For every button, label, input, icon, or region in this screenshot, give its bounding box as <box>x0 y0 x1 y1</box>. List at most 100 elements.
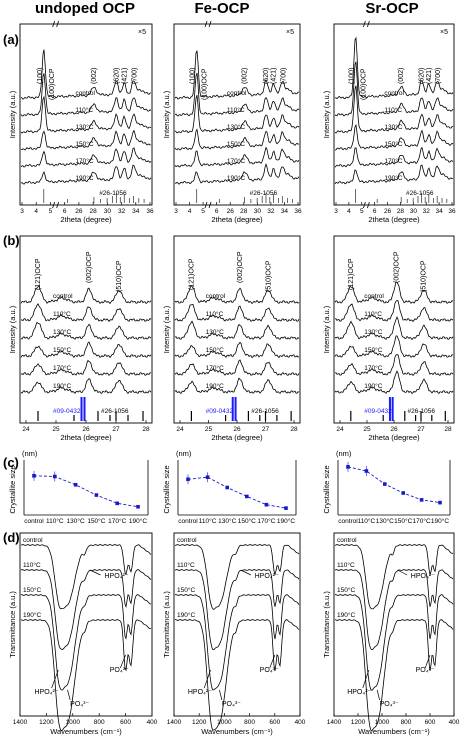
x-tick-label: 3 <box>20 208 24 215</box>
x-axis-label: Wavenumbers (cm⁻¹) <box>358 727 430 736</box>
ftir-trace <box>174 619 300 731</box>
x-tick-label: 4 <box>34 208 38 215</box>
trace-label: 170°C <box>364 364 382 372</box>
x-tick-label: 6 <box>215 208 219 215</box>
trace-label: 150°C <box>227 140 245 148</box>
xrd-trace <box>174 284 300 305</box>
panel-label-d: (d) <box>3 530 20 545</box>
peak-label: (002)OCP <box>394 251 401 283</box>
y-axis-label: Transmittance (a.u.) <box>162 591 171 658</box>
xrd-trace <box>174 128 300 151</box>
xrd-trace <box>174 304 300 323</box>
peak-label: (100)OCP <box>361 68 368 100</box>
x-tick-label: 26 <box>75 208 83 215</box>
peak-label: (100) <box>190 68 197 84</box>
x-tick-label: 27 <box>417 426 425 433</box>
x-tick-label: 6 <box>373 208 377 215</box>
x-tick-label: 1000 <box>375 719 390 726</box>
reference-label: #26-1056 <box>408 408 436 415</box>
size-series-line <box>187 476 287 509</box>
trace-label: 130°C <box>384 123 402 131</box>
xrd-trace <box>174 50 300 100</box>
x-tick-label: 25 <box>52 426 60 433</box>
xrd-trace <box>174 94 300 134</box>
trace-label: control <box>23 537 43 544</box>
peak-label: (421) <box>426 68 433 84</box>
x-tick-label: 1000 <box>217 719 232 726</box>
trace-label: 130°C <box>75 123 93 131</box>
trace-label: 150°C <box>75 140 93 148</box>
size-point <box>73 482 78 487</box>
peak-label: (510)OCP <box>116 260 123 292</box>
x-tick-label: 30 <box>104 208 112 215</box>
x-tick-label: 34 <box>132 208 140 215</box>
annotation-arrow <box>119 654 126 669</box>
x-tick-label: 26 <box>233 426 241 433</box>
ftir-trace <box>20 569 152 650</box>
trace-label: 170°C <box>384 157 402 165</box>
x-tick-label: 4 <box>188 208 192 215</box>
xrd-trace <box>20 378 152 395</box>
axis-break <box>204 20 212 28</box>
x-tick-label: 27 <box>262 426 270 433</box>
x-tick-label: 1400 <box>13 719 28 726</box>
scale-factor: ×5 <box>286 29 294 36</box>
peak-label: (002)OCP <box>237 251 244 283</box>
xrd-trace <box>174 341 300 359</box>
y-axis-label: Intensity (a.u.) <box>162 305 171 353</box>
x-tick-label: 28 <box>290 426 298 433</box>
annotation-arrow <box>67 689 71 701</box>
size-point <box>225 485 229 490</box>
peak-label: (700) <box>280 68 287 84</box>
size-point <box>264 502 269 507</box>
xrd-trace <box>334 335 454 358</box>
peak-label: (421) <box>121 68 128 84</box>
x-tick-label: 34 <box>281 208 289 215</box>
xrd-trace <box>20 359 152 377</box>
x-tick-label: 170°C <box>257 517 275 525</box>
peak-label: (510)OCP <box>421 260 428 292</box>
x-tick-label: 25 <box>363 426 371 433</box>
y-axis-label: Intensity (a.u.) <box>322 90 331 138</box>
x-tick-label: control <box>338 518 358 525</box>
ftir-trace <box>174 594 300 691</box>
y-axis-label: Intensity (a.u.) <box>8 305 17 353</box>
size-series-line <box>347 466 441 504</box>
trace-label: 110°C <box>53 310 71 318</box>
band-label-hpo4: HPO₄²⁻ <box>35 689 59 696</box>
x-tick-label: 28 <box>397 208 405 215</box>
trace-label: 130°C <box>53 328 71 336</box>
band-label-hpo4: HPO₄²⁻ <box>104 573 128 580</box>
xrd-trace <box>334 61 454 117</box>
column-header: Fe-OCP <box>194 0 249 17</box>
x-tick-label: 32 <box>267 208 275 215</box>
x-tick-label: 27 <box>112 426 120 433</box>
y-axis-label: Intensity (a.u.) <box>322 305 331 353</box>
axis-break <box>363 20 370 28</box>
x-tick-label: 34 <box>435 208 443 215</box>
x-tick-label: 190°C <box>129 517 147 525</box>
x-axis-label: 2theta (degree) <box>211 433 263 442</box>
x-tick-label: 800 <box>401 719 412 726</box>
xrd-trace <box>334 300 454 323</box>
xrd-trace <box>174 359 300 376</box>
band-label-hpo4: HPO₄²⁻ <box>411 573 435 580</box>
peak-label: (121)OCP <box>348 258 355 290</box>
trace-label: 110°C <box>23 561 41 569</box>
x-tick-label: 110°C <box>199 517 217 525</box>
peak-label: (002) <box>398 68 405 84</box>
xrd-trace <box>20 73 152 117</box>
axis-break <box>363 201 370 209</box>
ftir-trace <box>334 544 454 610</box>
column-header: Sr-OCP <box>365 0 418 17</box>
peak-label: (100)OCP <box>202 68 209 100</box>
xrd-trace <box>20 341 152 359</box>
plot-frame-d <box>19 532 153 717</box>
x-tick-label: 24 <box>22 426 30 433</box>
plot-frame-d <box>333 532 455 717</box>
xrd-trace <box>20 321 152 341</box>
x-tick-label: 6 <box>63 208 67 215</box>
trace-label: 150°C <box>206 346 224 354</box>
trace-label: control <box>206 293 226 300</box>
trace-label: 110°C <box>337 561 355 569</box>
